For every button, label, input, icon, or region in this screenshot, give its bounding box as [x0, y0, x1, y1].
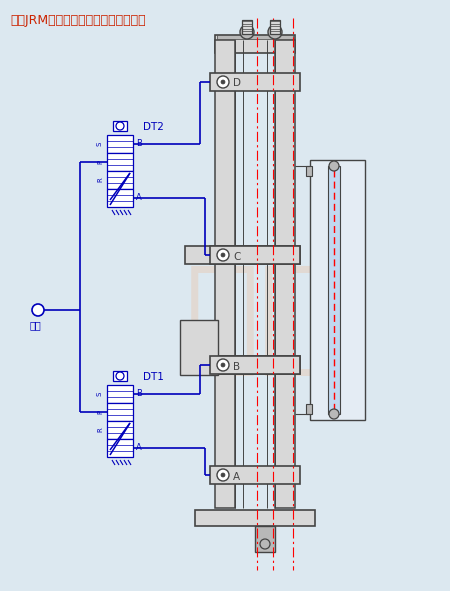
- Text: A: A: [136, 443, 142, 453]
- Circle shape: [268, 25, 282, 39]
- Text: 玖容: 玖容: [185, 259, 335, 381]
- Circle shape: [217, 249, 229, 261]
- Bar: [210, 246, 300, 264]
- Text: A: A: [233, 472, 240, 482]
- Text: DT1: DT1: [143, 372, 164, 382]
- Bar: [185, 246, 300, 264]
- Bar: [270, 20, 280, 34]
- Text: S: S: [97, 142, 103, 146]
- Bar: [255, 526, 275, 552]
- Circle shape: [217, 469, 229, 481]
- Bar: [107, 135, 133, 153]
- Bar: [113, 371, 127, 381]
- Bar: [185, 356, 300, 374]
- Text: D: D: [233, 79, 241, 89]
- Text: DT2: DT2: [143, 122, 164, 132]
- Bar: [210, 466, 300, 484]
- Circle shape: [116, 372, 124, 380]
- Text: S: S: [97, 392, 103, 396]
- Bar: [328, 166, 340, 414]
- Bar: [180, 320, 218, 375]
- Bar: [210, 356, 300, 374]
- Bar: [195, 510, 315, 526]
- Text: B: B: [136, 389, 142, 398]
- Circle shape: [329, 409, 339, 419]
- Bar: [242, 20, 252, 34]
- Text: P: P: [97, 410, 103, 414]
- Bar: [215, 40, 235, 508]
- Bar: [215, 35, 295, 53]
- Text: C: C: [233, 252, 240, 261]
- Circle shape: [32, 304, 44, 316]
- Bar: [107, 421, 133, 439]
- Circle shape: [217, 76, 229, 88]
- Bar: [107, 153, 133, 171]
- Circle shape: [116, 122, 124, 130]
- Text: B: B: [136, 139, 142, 148]
- Circle shape: [221, 363, 225, 367]
- Circle shape: [221, 473, 225, 477]
- Bar: [107, 171, 133, 189]
- Text: R: R: [97, 428, 103, 433]
- Circle shape: [221, 80, 225, 84]
- Circle shape: [217, 359, 229, 371]
- Text: 玖容JRM快速型气液增压缸气路连接图: 玖容JRM快速型气液增压缸气路连接图: [10, 14, 146, 27]
- Bar: [310, 160, 365, 420]
- Bar: [107, 403, 133, 421]
- Text: B: B: [233, 362, 240, 372]
- Bar: [107, 385, 133, 403]
- Text: 气源: 气源: [30, 320, 42, 330]
- Text: R: R: [97, 178, 103, 183]
- Bar: [306, 404, 312, 414]
- Circle shape: [329, 161, 339, 171]
- Circle shape: [260, 539, 270, 549]
- Bar: [210, 73, 300, 91]
- Bar: [306, 166, 312, 176]
- Bar: [275, 40, 295, 508]
- Text: A: A: [136, 193, 142, 203]
- Bar: [113, 121, 127, 131]
- Bar: [107, 189, 133, 207]
- Circle shape: [221, 253, 225, 257]
- Circle shape: [240, 25, 254, 39]
- Bar: [217, 35, 293, 39]
- Text: P: P: [97, 160, 103, 164]
- Bar: [107, 439, 133, 457]
